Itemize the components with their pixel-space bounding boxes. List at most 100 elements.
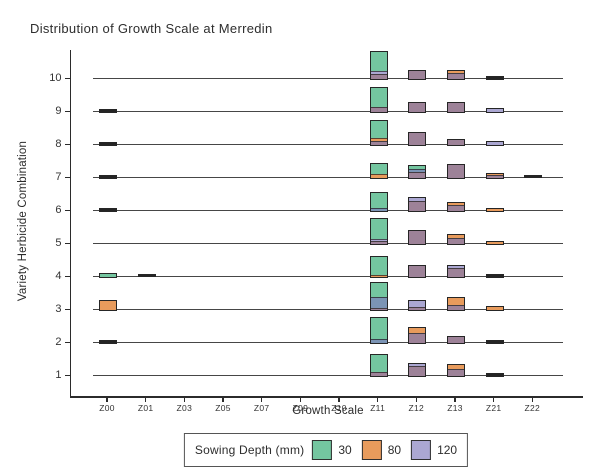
bar-row9-Z21 — [485, 108, 504, 113]
bar-segment-steel — [370, 338, 387, 343]
bar-segment-lavender — [370, 238, 387, 241]
y-tick — [64, 308, 70, 311]
x-tick-label: Z12 — [408, 403, 425, 413]
bar-segment-mauve — [370, 106, 387, 112]
bar-segment-mauve — [447, 102, 464, 112]
bar-row6-Z00 — [99, 208, 117, 212]
bar-row3-Z21 — [485, 306, 504, 311]
bar-row7-Z22 — [524, 175, 543, 179]
bar-segment-dark — [100, 110, 116, 112]
bar-row3-Z12 — [408, 299, 427, 311]
bar-row7-Z21 — [485, 172, 504, 179]
x-tick-label: Z07 — [253, 403, 270, 413]
bar-segment-mauve — [447, 72, 464, 79]
bar-segment-teal — [370, 120, 387, 138]
chart-title: Distribution of Growth Scale at Merredin — [30, 21, 273, 36]
x-tick — [415, 397, 417, 402]
bar-row5-Z21 — [485, 240, 504, 245]
bar-segment-teal — [370, 283, 387, 297]
bar-segment-dark — [138, 275, 155, 277]
bar-segment-orange — [370, 274, 387, 277]
bar-segment-dark — [486, 275, 503, 277]
y-tick-label: 7 — [55, 171, 62, 183]
bar-segment-mauve — [447, 304, 464, 310]
bar-segment-dark — [100, 143, 116, 145]
bar-segment-orange — [447, 297, 464, 305]
x-tick — [106, 397, 108, 402]
bar-row9-Z11 — [369, 86, 388, 113]
bar-segment-teal — [370, 87, 387, 107]
bar-segment-lavender — [409, 363, 426, 366]
bar-segment-orange — [447, 235, 464, 238]
bar-segment-mauve — [409, 332, 426, 343]
bar-segment-steel — [370, 208, 387, 211]
x-tick — [377, 397, 379, 402]
bar-segment-mauve — [447, 204, 464, 211]
ridge-baseline-row4 — [93, 275, 563, 278]
ridge-baseline-row6 — [93, 209, 563, 212]
bar-row1-Z21 — [485, 373, 504, 377]
bar-row10-Z11 — [369, 50, 388, 80]
ridge-baseline-row2 — [93, 341, 563, 344]
bar-segment-mauve — [370, 371, 387, 376]
legend-swatch-80 — [361, 440, 382, 460]
ridge-baseline-row3 — [93, 308, 563, 311]
bar-segment-mauve — [409, 171, 426, 178]
x-tick-label: Z10 — [331, 403, 347, 413]
y-tick — [64, 176, 70, 179]
bar-row8-Z12 — [408, 131, 427, 146]
bar-row8-Z00 — [99, 142, 117, 146]
bar-segment-mauve — [370, 140, 387, 145]
x-tick-label: Z09 — [292, 403, 309, 413]
x-axis-label: Growth Scale — [292, 405, 364, 417]
bar-row6-Z13 — [446, 201, 465, 212]
legend-entry-label: 80 — [387, 443, 402, 457]
y-tick-label: 5 — [55, 237, 62, 249]
legend: Sowing Depth (mm) 30 80 120 — [183, 433, 469, 467]
bar-segment-teal — [370, 317, 387, 339]
bar-segment-steel — [409, 169, 426, 172]
bar-segment-teal — [100, 274, 116, 277]
bar-row1-Z13 — [446, 363, 465, 377]
legend-entry-120: 120 — [411, 440, 457, 460]
bar-row8-Z13 — [446, 138, 465, 146]
bar-row4-Z21 — [485, 274, 504, 278]
bar-row5-Z11 — [369, 217, 388, 245]
bar-segment-mauve — [447, 237, 464, 244]
y-axis-label: Variety Herbicide Combination — [17, 140, 29, 302]
bar-row10-Z21 — [485, 76, 504, 80]
y-tick — [64, 341, 70, 344]
y-tick — [64, 209, 70, 212]
bar-segment-mauve — [409, 70, 426, 79]
bar-segment-mauve — [447, 139, 464, 145]
legend-entry-label: 30 — [338, 443, 352, 457]
legend-swatch-30 — [312, 440, 333, 460]
bar-row2-Z00 — [99, 340, 117, 344]
bar-row2-Z21 — [485, 340, 504, 344]
x-tick — [338, 397, 340, 402]
y-tick-label: 10 — [49, 72, 62, 84]
bar-segment-lavender — [409, 197, 426, 201]
legend-title: Sowing Depth (mm) — [194, 443, 305, 457]
legend-swatch-120 — [411, 440, 432, 460]
bar-row8-Z11 — [369, 119, 388, 146]
bar-segment-orange — [486, 307, 503, 310]
bar-segment-dark — [100, 209, 116, 211]
bar-segment-orange — [486, 241, 503, 244]
x-tick — [454, 397, 456, 402]
bar-segment-dark — [100, 176, 116, 178]
bar-row4-Z12 — [408, 264, 427, 278]
x-tick-label: Z05 — [215, 403, 231, 413]
bar-segment-teal — [370, 354, 387, 372]
y-tick — [64, 374, 70, 377]
bar-segment-mauve — [486, 175, 503, 178]
bar-row2-Z11 — [369, 316, 388, 344]
bar-segment-dark — [486, 374, 503, 376]
x-tick — [261, 397, 263, 402]
bar-segment-mauve — [370, 73, 387, 79]
bar-segment-orange — [370, 137, 387, 141]
bar-segment-mauve — [447, 164, 464, 178]
bar-row4-Z00 — [99, 273, 117, 278]
legend-entry-80: 80 — [361, 440, 402, 460]
